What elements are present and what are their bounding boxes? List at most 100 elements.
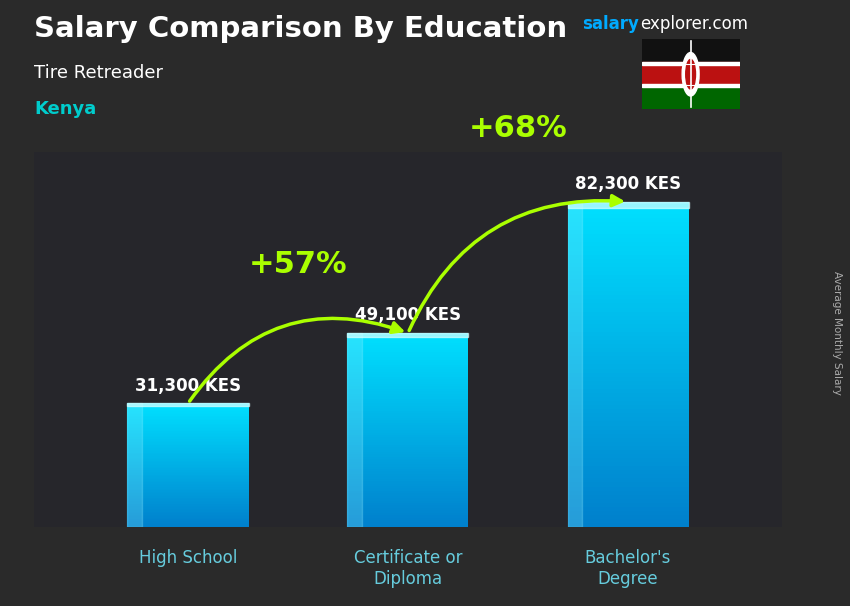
Bar: [128, 421, 248, 422]
Bar: [642, 62, 740, 86]
Bar: [568, 348, 689, 352]
Bar: [348, 348, 468, 350]
Bar: [128, 404, 248, 405]
Bar: [348, 362, 468, 365]
Bar: [568, 482, 689, 487]
Bar: [348, 459, 468, 462]
Bar: [348, 452, 468, 454]
Bar: [128, 513, 248, 515]
Bar: [128, 407, 248, 408]
Text: Salary Comparison By Education: Salary Comparison By Education: [34, 15, 567, 43]
Bar: [568, 275, 689, 279]
Text: Tire Retreader: Tire Retreader: [34, 64, 163, 82]
Bar: [128, 467, 248, 468]
Bar: [568, 418, 689, 421]
Bar: [568, 267, 689, 271]
Bar: [128, 473, 248, 474]
Bar: [128, 416, 248, 418]
Bar: [568, 279, 689, 283]
Bar: [568, 340, 689, 344]
Bar: [568, 235, 689, 238]
Text: salary: salary: [582, 15, 639, 33]
Bar: [348, 464, 468, 467]
Bar: [128, 430, 248, 431]
Bar: [568, 494, 689, 499]
Bar: [568, 364, 689, 368]
Bar: [348, 423, 468, 425]
Bar: [348, 333, 362, 527]
Bar: [568, 226, 689, 230]
Bar: [128, 444, 248, 445]
Text: 49,100 KES: 49,100 KES: [355, 306, 461, 324]
Bar: [128, 481, 248, 482]
Bar: [568, 393, 689, 397]
Bar: [568, 434, 689, 438]
Bar: [348, 411, 468, 413]
Bar: [348, 408, 468, 411]
Bar: [128, 474, 248, 476]
Bar: [128, 493, 248, 494]
Bar: [128, 468, 248, 470]
Bar: [128, 504, 248, 505]
Bar: [128, 501, 248, 502]
Bar: [568, 389, 689, 393]
Bar: [568, 222, 689, 226]
Bar: [128, 522, 248, 524]
Bar: [348, 435, 468, 438]
Bar: [348, 399, 468, 401]
Bar: [348, 467, 468, 469]
Bar: [128, 485, 248, 487]
Bar: [348, 418, 468, 421]
Bar: [348, 333, 468, 336]
Bar: [568, 255, 689, 259]
Bar: [128, 436, 248, 438]
Bar: [568, 263, 689, 267]
Bar: [568, 287, 689, 291]
Bar: [128, 465, 248, 467]
Bar: [348, 518, 468, 520]
Bar: [568, 307, 689, 311]
Bar: [348, 401, 468, 404]
Bar: [128, 428, 248, 430]
Bar: [348, 341, 468, 343]
Bar: [348, 345, 468, 348]
Bar: [568, 361, 689, 364]
Bar: [568, 291, 689, 295]
Bar: [348, 513, 468, 515]
Bar: [128, 464, 248, 465]
Bar: [348, 404, 468, 406]
Text: Bachelor's
Degree: Bachelor's Degree: [585, 549, 672, 588]
Bar: [568, 413, 689, 418]
Bar: [568, 328, 689, 332]
Bar: [348, 491, 468, 493]
Bar: [568, 454, 689, 458]
Text: Kenya: Kenya: [34, 100, 96, 118]
Bar: [128, 456, 248, 458]
Bar: [568, 311, 689, 316]
Bar: [568, 515, 689, 519]
Bar: [348, 462, 468, 464]
Bar: [128, 462, 248, 464]
Bar: [128, 411, 248, 413]
Bar: [348, 355, 468, 358]
Bar: [348, 488, 468, 491]
Bar: [348, 450, 468, 452]
Bar: [348, 367, 468, 370]
Bar: [568, 458, 689, 462]
Bar: [128, 413, 248, 415]
Bar: [128, 521, 248, 522]
Bar: [568, 368, 689, 373]
Bar: [348, 522, 468, 525]
Bar: [128, 442, 248, 444]
Bar: [568, 377, 689, 381]
Bar: [568, 242, 689, 247]
Bar: [128, 510, 248, 511]
Bar: [568, 238, 689, 242]
Bar: [348, 379, 468, 382]
Bar: [128, 451, 248, 453]
Bar: [128, 461, 248, 462]
Bar: [568, 373, 689, 377]
Bar: [348, 440, 468, 442]
Text: 31,300 KES: 31,300 KES: [135, 377, 241, 395]
Bar: [128, 404, 248, 405]
